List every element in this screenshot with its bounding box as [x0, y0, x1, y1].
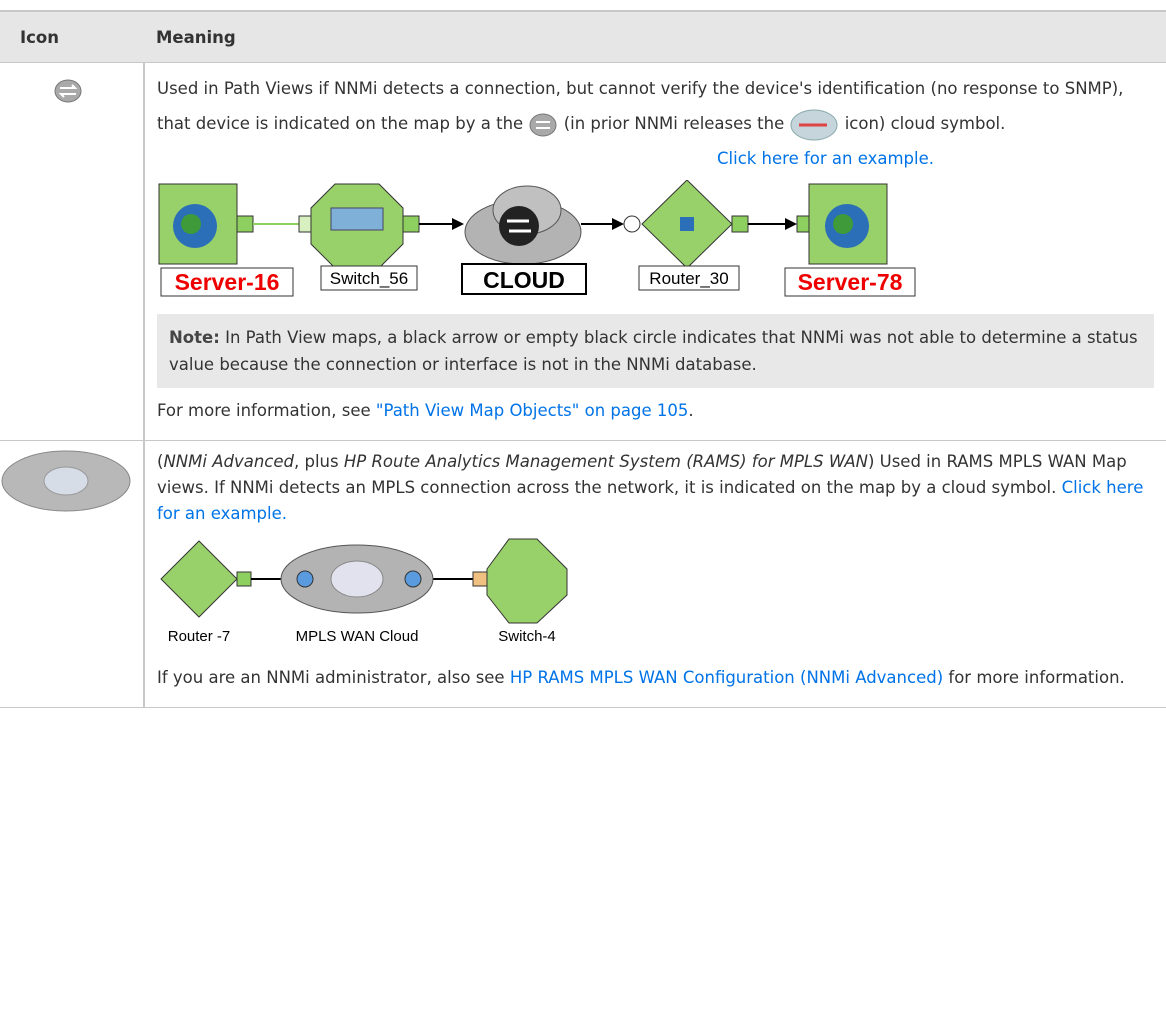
- old-cloud-icon: [790, 109, 838, 140]
- paragraph: For more information, see "Path View Map…: [157, 398, 1154, 424]
- text: (in prior NNMi releases the: [563, 114, 785, 133]
- paragraph: Used in Path Views if NNMi detects a con…: [157, 71, 1154, 142]
- mpls-cloud-icon: [1, 450, 131, 511]
- node-label: Switch_56: [330, 269, 408, 288]
- example-link[interactable]: Click here for an example.: [157, 477, 1144, 523]
- text: Used in Path Views if NNMi detects a con…: [157, 79, 1124, 133]
- text: (: [157, 451, 164, 471]
- text: , plus: [293, 451, 339, 471]
- text: HP Route Analytics Management System (RA…: [343, 451, 868, 471]
- icon-table: Icon Meaning Used in Path Views if NNMi …: [0, 10, 1166, 708]
- text: NNMi Advanced: [163, 451, 294, 471]
- paragraph: (NNMi Advanced, plus HP Route Analytics …: [157, 449, 1154, 527]
- text: .: [688, 400, 694, 420]
- paragraph: If you are an NNMi administrator, also s…: [157, 665, 1154, 691]
- note-text: In Path View maps, a black arrow or empt…: [169, 327, 1138, 374]
- row: Used in Path Views if NNMi detects a con…: [0, 62, 1166, 441]
- node-label: Router_30: [649, 269, 728, 288]
- node-label: MPLS WAN Cloud: [296, 628, 419, 645]
- text: If you are an NNMi administrator, also s…: [157, 667, 505, 687]
- meaning-cell: (NNMi Advanced, plus HP Route Analytics …: [144, 440, 1166, 708]
- example-link[interactable]: Click here for an example.: [717, 148, 934, 168]
- icon-cell: [0, 440, 145, 708]
- node-label: Router -7: [168, 628, 231, 645]
- mpls-diagram: Router -7 MPLS WAN Cloud Switch-4: [160, 538, 568, 645]
- link[interactable]: HP RAMS MPLS WAN Configuration (NNMi Adv…: [509, 667, 944, 687]
- icon-cell: [0, 62, 145, 441]
- text: icon) cloud symbol.: [844, 114, 1006, 133]
- path-diagram: Server-16 Switch_56 CLOUD Router_30 Serv…: [158, 178, 916, 296]
- text: For more information, see: [157, 400, 371, 420]
- header-row: Icon Meaning: [0, 10, 1166, 63]
- node-label: Switch-4: [498, 628, 556, 645]
- node-label: CLOUD: [483, 267, 565, 293]
- node-label: Server-78: [798, 269, 903, 295]
- header-cell: Meaning: [144, 10, 1166, 63]
- link[interactable]: "Path View Map Objects" on page 105: [375, 400, 689, 420]
- row: (NNMi Advanced, plus HP Route Analytics …: [0, 440, 1166, 708]
- node-label: Server-16: [175, 269, 280, 295]
- note-label: Note:: [169, 327, 220, 347]
- header-cell: Icon: [0, 10, 144, 63]
- text: for more information.: [948, 667, 1125, 687]
- cloud-icon: [529, 113, 557, 136]
- note-box: Note: In Path View maps, a black arrow o…: [157, 313, 1154, 388]
- text: ) Used in RAMS MPLS WAN Map views. If NN…: [157, 451, 1127, 497]
- cloud-icon: [54, 79, 82, 103]
- meaning-cell: Used in Path Views if NNMi detects a con…: [144, 62, 1166, 441]
